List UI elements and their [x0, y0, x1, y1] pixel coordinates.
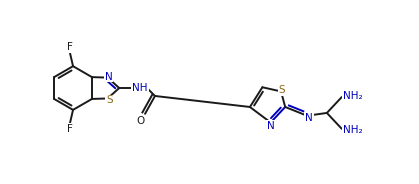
Text: S: S — [279, 85, 285, 95]
Text: F: F — [67, 42, 73, 52]
Text: O: O — [136, 116, 144, 126]
Text: NH: NH — [132, 83, 148, 93]
Text: N: N — [105, 72, 112, 82]
Text: S: S — [106, 95, 113, 105]
Text: NH₂: NH₂ — [343, 125, 362, 135]
Text: N: N — [305, 113, 313, 123]
Text: F: F — [67, 124, 73, 134]
Text: N: N — [267, 121, 274, 130]
Text: NH₂: NH₂ — [343, 91, 362, 101]
